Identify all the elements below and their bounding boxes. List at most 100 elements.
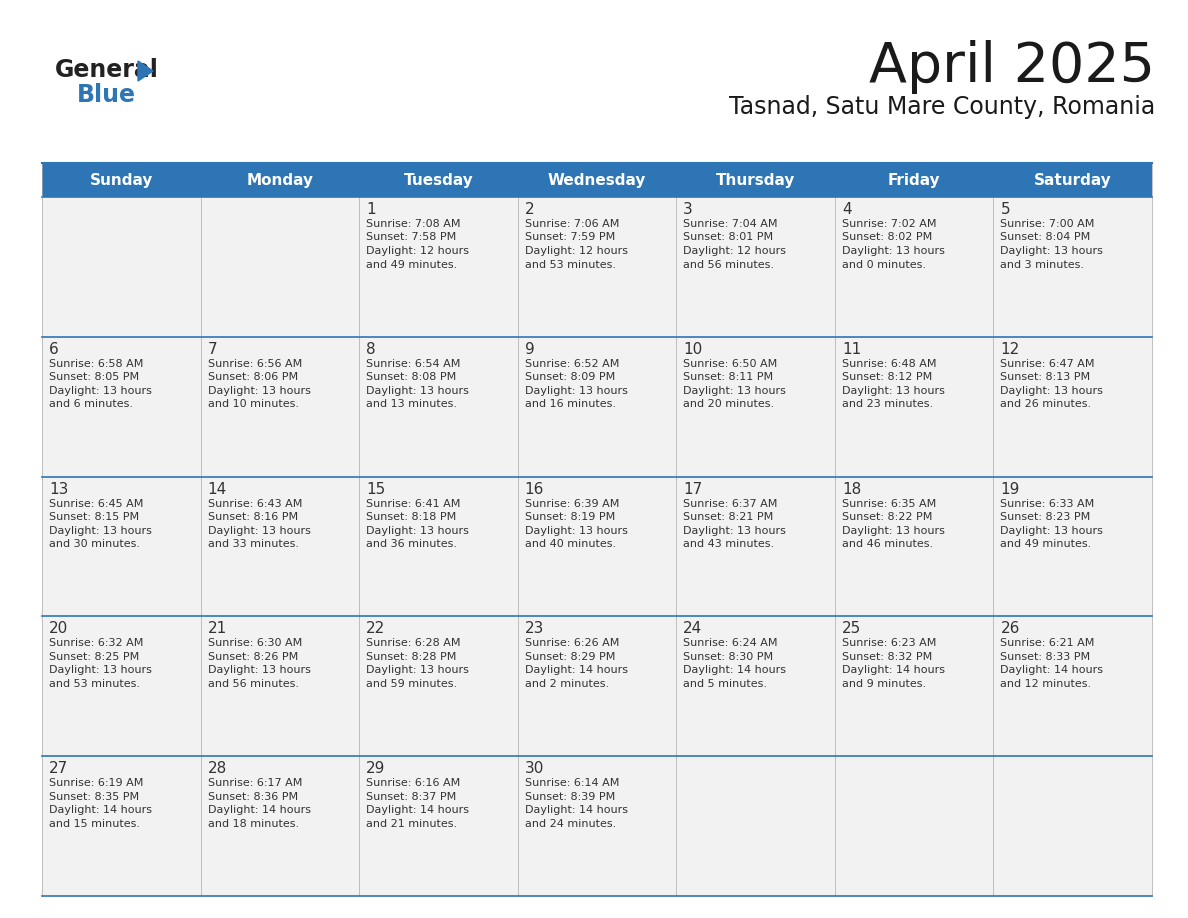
Text: and 30 minutes.: and 30 minutes.: [49, 539, 140, 549]
Text: 15: 15: [366, 482, 385, 497]
Text: 18: 18: [842, 482, 861, 497]
Text: Wednesday: Wednesday: [548, 173, 646, 187]
Bar: [993, 476, 1152, 616]
Text: and 23 minutes.: and 23 minutes.: [842, 399, 933, 409]
Text: Sunrise: 6:47 AM: Sunrise: 6:47 AM: [1000, 359, 1095, 369]
Bar: [201, 197, 359, 337]
Text: Daylight: 13 hours: Daylight: 13 hours: [842, 386, 944, 396]
Text: Daylight: 13 hours: Daylight: 13 hours: [49, 666, 152, 676]
Bar: [518, 476, 676, 616]
Text: 19: 19: [1000, 482, 1019, 497]
Bar: [835, 616, 993, 756]
Text: Sunrise: 6:19 AM: Sunrise: 6:19 AM: [49, 778, 144, 789]
Text: 4: 4: [842, 202, 852, 217]
Text: 23: 23: [525, 621, 544, 636]
Bar: [993, 337, 1152, 476]
Text: Daylight: 14 hours: Daylight: 14 hours: [366, 805, 469, 815]
Bar: [359, 197, 518, 337]
Bar: [359, 756, 518, 896]
Text: Daylight: 13 hours: Daylight: 13 hours: [208, 526, 310, 535]
Text: Sunset: 8:09 PM: Sunset: 8:09 PM: [525, 373, 615, 382]
Text: Sunset: 8:35 PM: Sunset: 8:35 PM: [49, 791, 139, 801]
Text: Daylight: 13 hours: Daylight: 13 hours: [366, 526, 469, 535]
Bar: [993, 616, 1152, 756]
Text: and 9 minutes.: and 9 minutes.: [842, 679, 925, 688]
Text: 5: 5: [1000, 202, 1010, 217]
Text: 22: 22: [366, 621, 385, 636]
Text: Sunset: 8:29 PM: Sunset: 8:29 PM: [525, 652, 615, 662]
Text: Daylight: 13 hours: Daylight: 13 hours: [842, 526, 944, 535]
Text: Sunset: 8:06 PM: Sunset: 8:06 PM: [208, 373, 298, 382]
Bar: [359, 476, 518, 616]
Text: Sunrise: 6:24 AM: Sunrise: 6:24 AM: [683, 638, 778, 648]
Bar: [201, 616, 359, 756]
Text: Sunset: 8:37 PM: Sunset: 8:37 PM: [366, 791, 456, 801]
Text: Daylight: 14 hours: Daylight: 14 hours: [49, 805, 152, 815]
Text: and 12 minutes.: and 12 minutes.: [1000, 679, 1092, 688]
Text: and 56 minutes.: and 56 minutes.: [208, 679, 298, 688]
Text: Sunrise: 6:56 AM: Sunrise: 6:56 AM: [208, 359, 302, 369]
Text: Sunrise: 6:33 AM: Sunrise: 6:33 AM: [1000, 498, 1094, 509]
Bar: [993, 163, 1152, 197]
Text: and 36 minutes.: and 36 minutes.: [366, 539, 457, 549]
Text: Sunrise: 6:14 AM: Sunrise: 6:14 AM: [525, 778, 619, 789]
Text: Daylight: 13 hours: Daylight: 13 hours: [1000, 386, 1104, 396]
Text: Daylight: 13 hours: Daylight: 13 hours: [208, 666, 310, 676]
Bar: [835, 163, 993, 197]
Text: and 6 minutes.: and 6 minutes.: [49, 399, 133, 409]
Text: 3: 3: [683, 202, 693, 217]
Text: 1: 1: [366, 202, 375, 217]
Text: 2: 2: [525, 202, 535, 217]
Text: Daylight: 13 hours: Daylight: 13 hours: [366, 666, 469, 676]
Text: Sunset: 8:16 PM: Sunset: 8:16 PM: [208, 512, 298, 522]
Bar: [676, 476, 835, 616]
Bar: [835, 337, 993, 476]
Text: Sunset: 8:36 PM: Sunset: 8:36 PM: [208, 791, 298, 801]
Text: and 21 minutes.: and 21 minutes.: [366, 819, 457, 829]
Text: Thursday: Thursday: [716, 173, 795, 187]
Text: 24: 24: [683, 621, 702, 636]
Text: Daylight: 13 hours: Daylight: 13 hours: [49, 386, 152, 396]
Text: 13: 13: [49, 482, 69, 497]
Text: and 26 minutes.: and 26 minutes.: [1000, 399, 1092, 409]
Text: 27: 27: [49, 761, 68, 777]
Bar: [359, 616, 518, 756]
Text: 21: 21: [208, 621, 227, 636]
Text: Daylight: 13 hours: Daylight: 13 hours: [366, 386, 469, 396]
Text: Tuesday: Tuesday: [404, 173, 473, 187]
Text: and 40 minutes.: and 40 minutes.: [525, 539, 615, 549]
Text: Sunset: 8:21 PM: Sunset: 8:21 PM: [683, 512, 773, 522]
Text: 20: 20: [49, 621, 68, 636]
Text: Sunrise: 6:58 AM: Sunrise: 6:58 AM: [49, 359, 144, 369]
Text: Daylight: 13 hours: Daylight: 13 hours: [49, 526, 152, 535]
Text: and 33 minutes.: and 33 minutes.: [208, 539, 298, 549]
Text: Sunrise: 7:06 AM: Sunrise: 7:06 AM: [525, 219, 619, 229]
Bar: [676, 197, 835, 337]
Text: Sunrise: 6:23 AM: Sunrise: 6:23 AM: [842, 638, 936, 648]
Bar: [835, 756, 993, 896]
Bar: [993, 756, 1152, 896]
Text: Sunset: 8:01 PM: Sunset: 8:01 PM: [683, 232, 773, 242]
Text: 14: 14: [208, 482, 227, 497]
Bar: [993, 197, 1152, 337]
Text: 6: 6: [49, 341, 58, 357]
Text: and 18 minutes.: and 18 minutes.: [208, 819, 298, 829]
Text: Sunset: 8:26 PM: Sunset: 8:26 PM: [208, 652, 298, 662]
Bar: [42, 616, 201, 756]
Text: Sunrise: 7:04 AM: Sunrise: 7:04 AM: [683, 219, 778, 229]
Text: Friday: Friday: [887, 173, 941, 187]
Bar: [518, 163, 676, 197]
Text: Sunset: 8:19 PM: Sunset: 8:19 PM: [525, 512, 615, 522]
Text: Sunset: 8:23 PM: Sunset: 8:23 PM: [1000, 512, 1091, 522]
Text: Sunrise: 6:26 AM: Sunrise: 6:26 AM: [525, 638, 619, 648]
Bar: [42, 163, 201, 197]
Text: Sunset: 8:28 PM: Sunset: 8:28 PM: [366, 652, 456, 662]
Text: and 2 minutes.: and 2 minutes.: [525, 679, 608, 688]
Text: Sunset: 8:18 PM: Sunset: 8:18 PM: [366, 512, 456, 522]
Text: April 2025: April 2025: [868, 40, 1155, 94]
Text: Sunrise: 6:50 AM: Sunrise: 6:50 AM: [683, 359, 777, 369]
Text: Sunset: 8:08 PM: Sunset: 8:08 PM: [366, 373, 456, 382]
Text: and 56 minutes.: and 56 minutes.: [683, 260, 775, 270]
Text: 11: 11: [842, 341, 861, 357]
Text: Sunrise: 6:48 AM: Sunrise: 6:48 AM: [842, 359, 936, 369]
